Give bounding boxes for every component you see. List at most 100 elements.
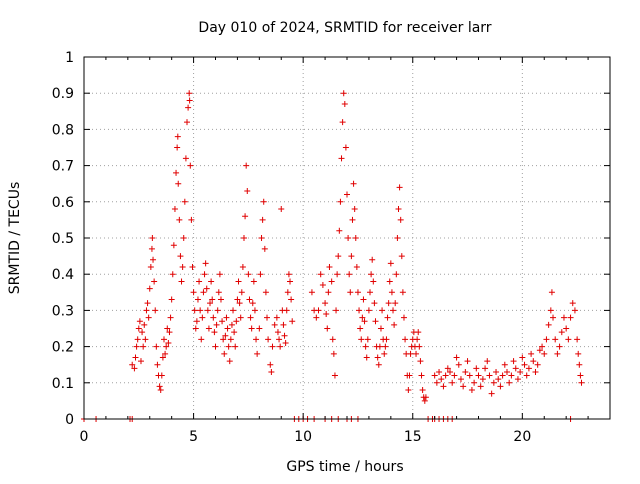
y-tick-labels: 0 0.1 0.2 0.3 0.4 0.5 0.6 0.7 0.8 0.9 1 [52, 50, 74, 428]
data-point [162, 350, 169, 357]
data-point [169, 271, 176, 278]
data-point [488, 390, 495, 397]
data-point [384, 314, 391, 321]
data-point [178, 278, 185, 285]
data-point [170, 242, 177, 249]
data-point [202, 260, 209, 267]
data-point [563, 325, 570, 332]
data-point [550, 314, 557, 321]
data-point [140, 343, 147, 350]
data-point [406, 372, 413, 379]
data-point [387, 260, 394, 267]
data-point [382, 343, 389, 350]
data-point [231, 329, 238, 336]
data-point [462, 368, 469, 375]
data-point [324, 325, 331, 332]
data-point [238, 289, 245, 296]
data-point [344, 191, 350, 198]
data-point [219, 318, 226, 325]
data-point [330, 350, 337, 357]
data-point [495, 376, 502, 383]
data-point [335, 253, 342, 260]
data-point [319, 282, 326, 289]
data-point [164, 325, 171, 332]
data-point [156, 383, 163, 390]
data-point [363, 354, 370, 361]
data-point [503, 368, 510, 375]
data-point [217, 296, 224, 303]
data-point [285, 271, 292, 278]
x-tick-label: 5 [189, 429, 198, 445]
data-point [201, 271, 208, 278]
data-point [374, 354, 381, 361]
data-point [224, 325, 231, 332]
data-point [370, 278, 377, 285]
data-point [571, 307, 578, 314]
data-point [508, 372, 515, 379]
data-point [345, 235, 352, 241]
data-point [281, 332, 288, 339]
data-point [189, 263, 196, 270]
data-point [139, 329, 146, 336]
data-point [394, 235, 401, 241]
data-point [157, 387, 164, 394]
data-point [417, 358, 424, 365]
data-point [198, 336, 205, 343]
data-point [284, 289, 291, 296]
data-point [271, 321, 278, 328]
data-point [197, 307, 204, 314]
data-point [381, 350, 388, 357]
data-point [457, 376, 464, 383]
data-point [471, 379, 478, 386]
data-point [210, 314, 217, 321]
data-point [268, 368, 275, 375]
data-point [251, 307, 258, 314]
data-point [253, 336, 260, 343]
data-point [159, 354, 166, 361]
data-point [438, 376, 445, 383]
data-point [399, 289, 406, 296]
data-point [240, 235, 247, 241]
data-point [142, 336, 149, 343]
data-point [402, 336, 409, 343]
data-point [230, 307, 237, 314]
data-point [181, 198, 188, 205]
data-point [431, 372, 438, 379]
data-point [501, 361, 508, 368]
data-point [514, 376, 521, 383]
data-point [528, 350, 535, 357]
data-point [288, 296, 295, 303]
data-point [242, 213, 249, 220]
data-point [449, 379, 456, 386]
data-point [205, 325, 212, 332]
data-point [548, 289, 555, 296]
data-point [490, 379, 497, 386]
data-point [228, 321, 235, 328]
data-point [135, 325, 142, 332]
data-point [364, 336, 371, 343]
data-point [351, 206, 358, 213]
data-point [329, 336, 336, 343]
data-point [353, 263, 360, 270]
data-point [418, 372, 425, 379]
data-point [243, 162, 250, 169]
data-point [308, 289, 315, 296]
data-point [258, 235, 265, 241]
data-point [468, 387, 475, 394]
data-point [473, 365, 480, 372]
data-point [149, 235, 156, 241]
data-point [236, 300, 243, 307]
data-point [249, 300, 256, 307]
data-point [227, 336, 234, 343]
data-point [347, 289, 354, 296]
data-point [414, 336, 421, 343]
data-point [220, 336, 227, 343]
data-point [371, 300, 378, 307]
data-point [361, 318, 368, 325]
data-point [367, 289, 374, 296]
data-point [422, 394, 429, 401]
data-point [208, 278, 215, 285]
data-point [369, 256, 376, 263]
data-point [340, 90, 347, 97]
data-point [211, 329, 218, 336]
